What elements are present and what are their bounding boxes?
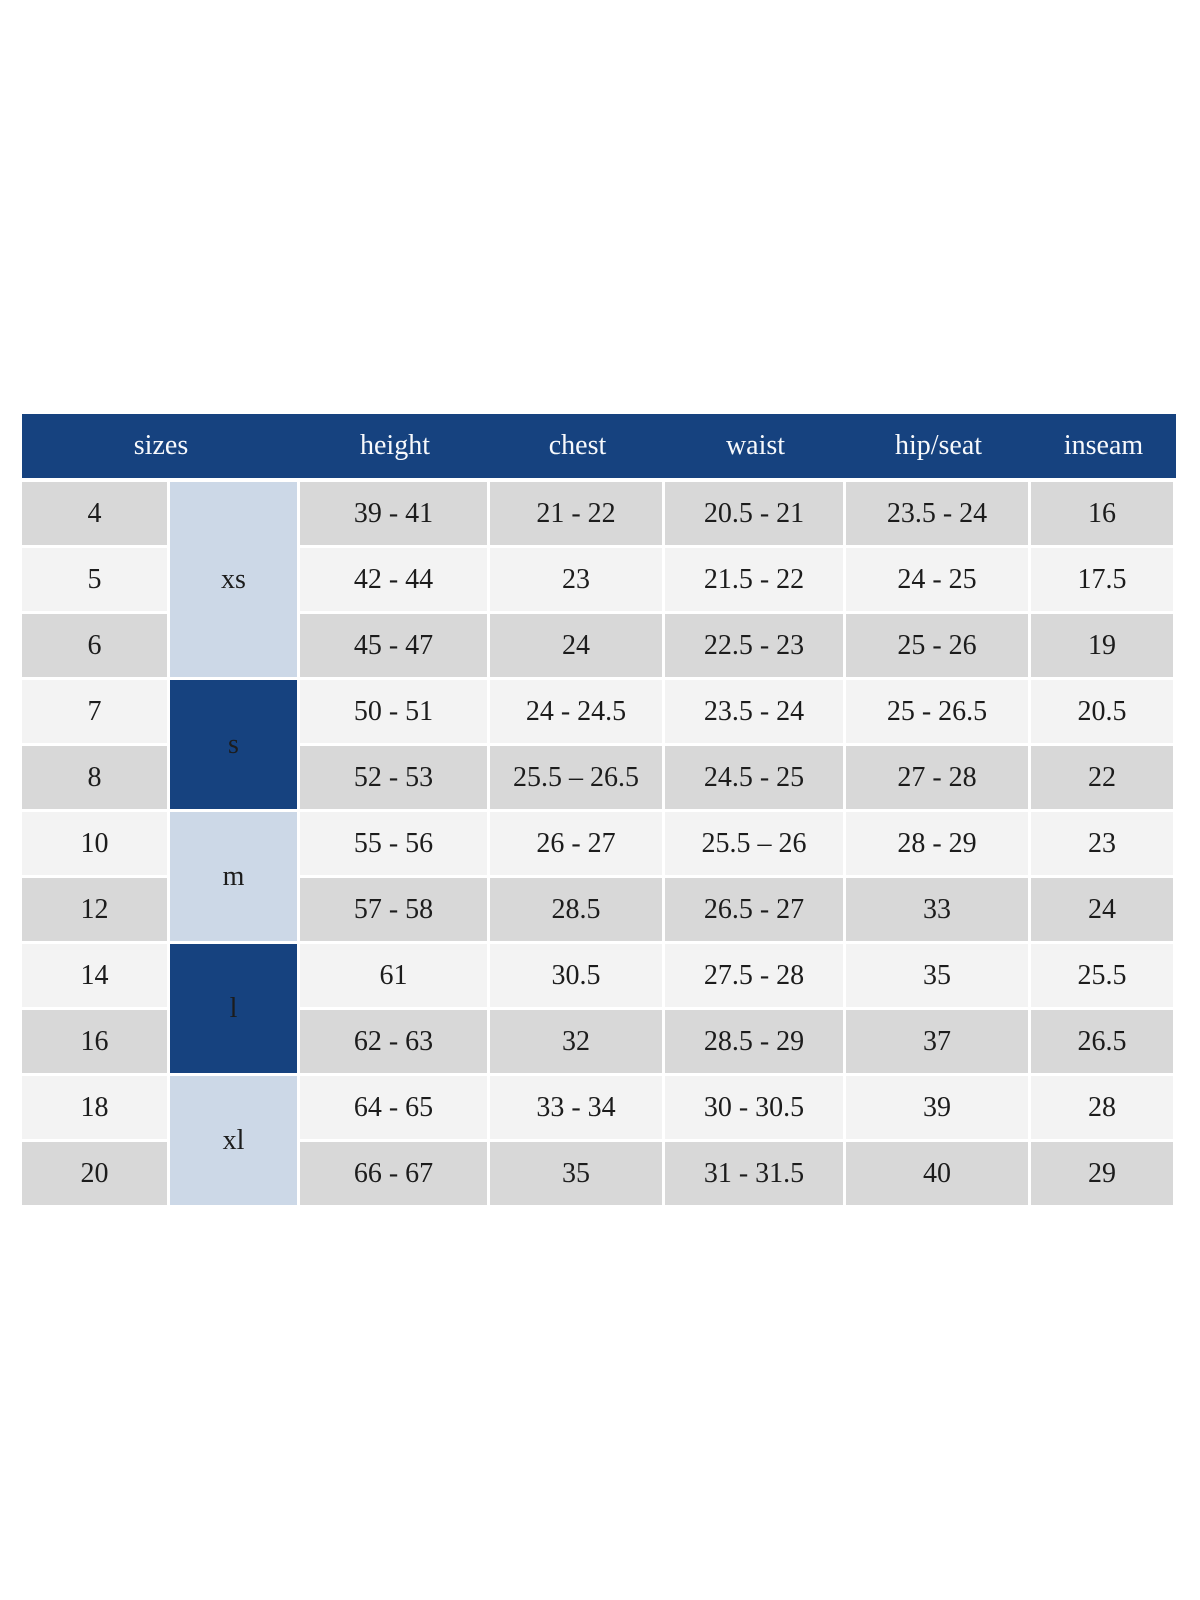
- cell-hip-seat: 40: [846, 1142, 1031, 1208]
- cell-inseam: 29: [1031, 1142, 1176, 1208]
- size-chart-table: sizes height chest waist hip/seat inseam…: [22, 414, 1176, 1208]
- cell-waist: 24.5 - 25: [665, 746, 846, 812]
- cell-hip-seat: 39: [846, 1076, 1031, 1142]
- cell-chest: 32: [490, 1010, 665, 1076]
- table-row-size-20: 20 66 - 67 35 31 - 31.5 40 29: [22, 1142, 1176, 1208]
- cell-size: 5: [22, 548, 170, 614]
- cell-hip-seat: 25 - 26.5: [846, 680, 1031, 746]
- column-header-hip-seat: hip/seat: [846, 414, 1031, 482]
- cell-hip-seat: 33: [846, 878, 1031, 944]
- cell-height: 52 - 53: [300, 746, 490, 812]
- size-group-cell-xl: xl: [170, 1076, 300, 1208]
- cell-height: 64 - 65: [300, 1076, 490, 1142]
- cell-waist: 23.5 - 24: [665, 680, 846, 746]
- cell-inseam: 23: [1031, 812, 1176, 878]
- cell-size: 10: [22, 812, 170, 878]
- table-row-size-12: 12 57 - 58 28.5 26.5 - 27 33 24: [22, 878, 1176, 944]
- cell-size: 20: [22, 1142, 170, 1208]
- size-group-cell-l: l: [170, 944, 300, 1076]
- size-group-cell-m: m: [170, 812, 300, 944]
- cell-chest: 21 - 22: [490, 482, 665, 548]
- table-row-size-5: 5 42 - 44 23 21.5 - 22 24 - 25 17.5: [22, 548, 1176, 614]
- cell-waist: 31 - 31.5: [665, 1142, 846, 1208]
- column-header-chest: chest: [490, 414, 665, 482]
- table-row-size-4: 4 xs 39 - 41 21 - 22 20.5 - 21 23.5 - 24…: [22, 482, 1176, 680]
- cell-hip-seat: 27 - 28: [846, 746, 1031, 812]
- cell-size: 14: [22, 944, 170, 1010]
- cell-hip-seat: 24 - 25: [846, 548, 1031, 614]
- cell-size: 18: [22, 1076, 170, 1142]
- cell-waist: 20.5 - 21: [665, 482, 846, 548]
- cell-height: 66 - 67: [300, 1142, 490, 1208]
- cell-chest: 28.5: [490, 878, 665, 944]
- cell-size: 8: [22, 746, 170, 812]
- cell-height: 62 - 63: [300, 1010, 490, 1076]
- column-header-inseam: inseam: [1031, 414, 1176, 482]
- cell-waist: 22.5 - 23: [665, 614, 846, 680]
- header-row: sizes height chest waist hip/seat inseam: [22, 414, 1176, 482]
- cell-height: 45 - 47: [300, 614, 490, 680]
- cell-height: 55 - 56: [300, 812, 490, 878]
- cell-chest: 35: [490, 1142, 665, 1208]
- cell-chest: 33 - 34: [490, 1076, 665, 1142]
- cell-height: 61: [300, 944, 490, 1010]
- cell-size: 7: [22, 680, 170, 746]
- cell-size: 16: [22, 1010, 170, 1076]
- size-group-cell-xs: xs: [170, 482, 300, 680]
- cell-hip-seat: 35: [846, 944, 1031, 1010]
- cell-size: 12: [22, 878, 170, 944]
- cell-inseam: 24: [1031, 878, 1176, 944]
- size-group-cell-s: s: [170, 680, 300, 812]
- cell-size: 4: [22, 482, 170, 548]
- cell-hip-seat: 23.5 - 24: [846, 482, 1031, 548]
- cell-waist: 25.5 – 26: [665, 812, 846, 878]
- column-header-waist: waist: [665, 414, 846, 482]
- cell-waist: 30 - 30.5: [665, 1076, 846, 1142]
- cell-waist: 28.5 - 29: [665, 1010, 846, 1076]
- cell-inseam: 25.5: [1031, 944, 1176, 1010]
- column-header-sizes: sizes: [22, 414, 300, 482]
- cell-chest: 30.5: [490, 944, 665, 1010]
- cell-hip-seat: 37: [846, 1010, 1031, 1076]
- cell-inseam: 20.5: [1031, 680, 1176, 746]
- cell-height: 50 - 51: [300, 680, 490, 746]
- cell-waist: 26.5 - 27: [665, 878, 846, 944]
- cell-height: 39 - 41: [300, 482, 490, 548]
- table-row-size-18: 18 xl 64 - 65 33 - 34 30 - 30.5 39 28: [22, 1076, 1176, 1208]
- cell-hip-seat: 25 - 26: [846, 614, 1031, 680]
- cell-hip-seat: 28 - 29: [846, 812, 1031, 878]
- cell-height: 57 - 58: [300, 878, 490, 944]
- table-row-size-8: 8 52 - 53 25.5 – 26.5 24.5 - 25 27 - 28 …: [22, 746, 1176, 812]
- table-row-size-6: 6 45 - 47 24 22.5 - 23 25 - 26 19: [22, 614, 1176, 680]
- cell-inseam: 26.5: [1031, 1010, 1176, 1076]
- table-row-size-10: 10 m 55 - 56 26 - 27 25.5 – 26 28 - 29 2…: [22, 812, 1176, 944]
- cell-waist: 27.5 - 28: [665, 944, 846, 1010]
- cell-height: 42 - 44: [300, 548, 490, 614]
- cell-size: 6: [22, 614, 170, 680]
- size-chart: sizes height chest waist hip/seat inseam…: [22, 414, 1176, 1208]
- table-row-size-7: 7 s 50 - 51 24 - 24.5 23.5 - 24 25 - 26.…: [22, 680, 1176, 812]
- cell-inseam: 17.5: [1031, 548, 1176, 614]
- cell-inseam: 19: [1031, 614, 1176, 680]
- table-row-size-14: 14 l 61 30.5 27.5 - 28 35 25.5: [22, 944, 1176, 1076]
- cell-chest: 23: [490, 548, 665, 614]
- cell-inseam: 16: [1031, 482, 1176, 548]
- cell-inseam: 28: [1031, 1076, 1176, 1142]
- column-header-height: height: [300, 414, 490, 482]
- cell-chest: 24 - 24.5: [490, 680, 665, 746]
- cell-chest: 24: [490, 614, 665, 680]
- cell-chest: 25.5 – 26.5: [490, 746, 665, 812]
- table-row-size-16: 16 62 - 63 32 28.5 - 29 37 26.5: [22, 1010, 1176, 1076]
- cell-chest: 26 - 27: [490, 812, 665, 878]
- cell-waist: 21.5 - 22: [665, 548, 846, 614]
- cell-inseam: 22: [1031, 746, 1176, 812]
